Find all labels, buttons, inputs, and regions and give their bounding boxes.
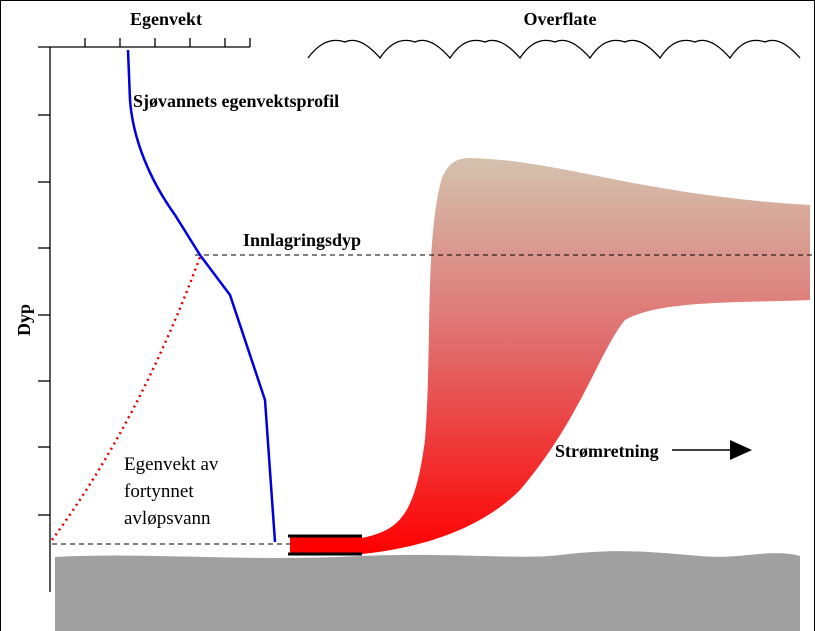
depth-axis-label: Dyp [14,304,34,336]
diluted-label: avløpsvann [124,508,211,529]
seabed [55,551,800,631]
plume [362,158,810,554]
diluted-label: fortynnet [124,481,194,502]
current-arrowhead [730,440,752,460]
density-profile [126,49,277,543]
surface-label: Overflate [524,9,597,29]
current-label: Strømretning [555,441,659,461]
profile-label: Sjøvannets egenvektsprofil [133,91,339,111]
diluted-label: Egenvekt av [124,454,219,475]
density-axis [38,38,251,48]
depth-axis [38,47,51,592]
outfall [290,536,362,554]
waves [307,39,801,60]
trapping-label: Innlagringsdyp [243,230,361,250]
density-axis-label: Egenvekt [130,9,202,29]
